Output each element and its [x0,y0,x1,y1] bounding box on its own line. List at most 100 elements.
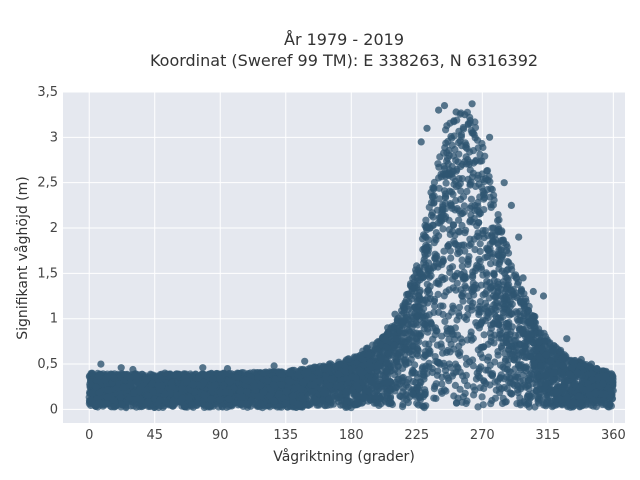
data-point [260,369,268,377]
data-point [444,160,452,168]
data-point [441,199,449,207]
data-point [242,400,250,408]
data-point [430,295,439,303]
data-point [381,364,389,372]
data-point [432,380,440,388]
data-point [451,324,459,332]
data-point [236,387,245,395]
data-point [516,399,524,407]
data-point [457,187,465,195]
data-point [334,370,343,378]
data-point [476,240,484,248]
data-point [387,399,395,407]
data-point [462,226,470,234]
data-point [333,382,341,390]
data-point [428,209,436,217]
data-point [540,337,549,345]
data-point [321,402,329,410]
data-point [549,376,558,384]
data-point [559,362,567,370]
data-point [556,348,565,356]
data-point [399,403,407,411]
data-point [466,218,474,226]
data-point [422,402,430,410]
data-point [455,228,464,236]
data-point [385,350,393,358]
data-point [290,384,298,393]
data-point [342,403,350,411]
chart-subtitle: Koordinat (Sweref 99 TM): E 338263, N 63… [150,51,538,70]
data-point [373,339,381,347]
data-point [169,399,177,407]
data-point [439,225,447,233]
data-point [474,305,482,313]
data-point [86,380,94,388]
data-point [470,130,478,138]
data-point [460,241,468,249]
data-point [413,383,421,391]
data-point [398,317,406,325]
data-point [499,236,507,244]
data-point [446,268,454,277]
data-point [506,374,514,382]
data-point [405,302,413,310]
data-point [433,341,441,349]
data-point [502,337,510,345]
data-point [495,383,503,391]
data-point [525,403,533,411]
data-point [453,399,461,407]
data-point [425,340,433,348]
data-point [278,370,286,378]
data-point [475,255,483,263]
data-point [467,202,476,210]
data-point [514,349,522,357]
data-point [455,342,463,350]
data-point [450,117,458,125]
data-point [457,133,465,141]
data-point [465,160,473,169]
data-point [431,302,439,310]
data-point [294,371,302,379]
data-point [455,309,463,317]
data-point [495,252,503,260]
data-point [446,230,454,238]
data-point [409,367,417,375]
chart-title: År 1979 - 2019 [284,30,404,49]
data-point [441,165,449,173]
data-point [414,352,422,360]
data-point [471,124,480,132]
data-point [466,148,474,156]
data-point [461,389,469,397]
data-point [310,381,318,389]
data-point [473,136,482,144]
data-point [469,273,477,281]
data-point [421,315,429,323]
data-point [442,139,450,147]
data-point [452,197,460,205]
data-point [372,387,380,396]
data-point [466,180,474,188]
data-point [495,265,503,273]
data-point [275,390,283,398]
data-point [264,377,272,385]
data-point [370,399,378,407]
data-point [449,302,457,310]
data-point [456,385,464,393]
data-point [432,279,440,287]
data-point [441,317,449,325]
data-point [487,203,495,211]
data-point [415,393,423,401]
data-point [505,281,513,289]
data-point [478,170,486,178]
data-point [461,282,469,290]
data-point [486,249,494,257]
data-point [514,373,522,381]
data-point [408,330,416,338]
data-point [489,287,497,295]
data-point [394,368,402,376]
data-point [359,379,367,387]
data-point [277,381,285,389]
data-point [394,353,402,361]
data-point [482,281,490,289]
data-point [429,335,437,343]
